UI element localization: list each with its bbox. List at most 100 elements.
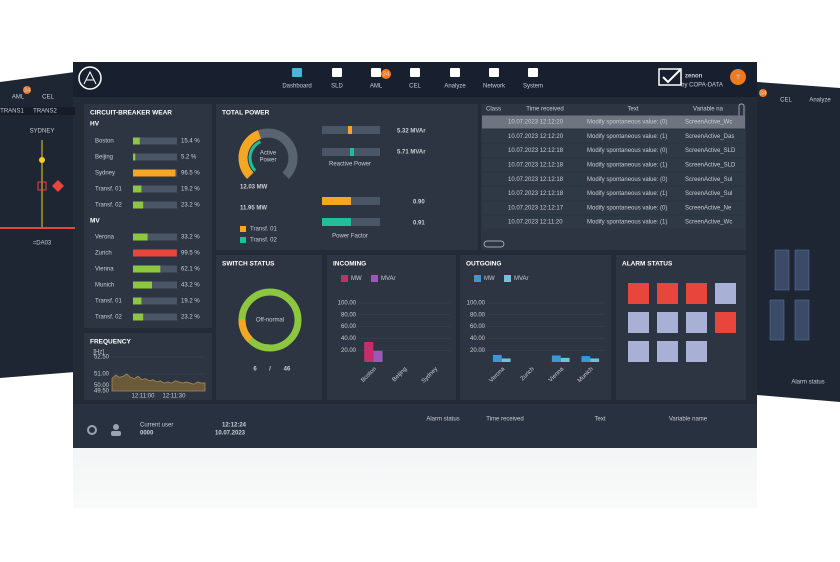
row[interactable]: [482, 144, 745, 158]
value-label: 19.2 %: [181, 299, 200, 305]
x-tick-label: 12:11:00: [132, 394, 156, 400]
legend-swatch: [240, 237, 246, 243]
cell: Modify spontaneous value: (1): [587, 134, 667, 140]
badge: [759, 89, 767, 97]
badge-text: 34: [760, 91, 767, 97]
legend-label: Transf. 02: [250, 238, 277, 244]
cell: 10.07.2023 12:12:18: [508, 148, 564, 154]
footer-bar: [73, 404, 757, 448]
gauge-fill: [238, 130, 262, 179]
tab: CEL: [42, 95, 54, 101]
bar-fill: [322, 197, 351, 205]
y-tick-label: 20.00: [470, 348, 486, 354]
alarm-cell: [657, 312, 678, 333]
cell: Modify spontaneous value: (0): [587, 120, 667, 126]
nav-icon[interactable]: [371, 68, 381, 77]
value-label: 23.2 %: [181, 203, 200, 209]
bar: [133, 169, 176, 177]
nav-icon[interactable]: [489, 68, 499, 77]
nav-icon[interactable]: [332, 68, 342, 77]
reactive-power: 5.32 MVAr: [397, 129, 426, 135]
legend-label: MW: [351, 276, 362, 282]
y-tick-label: 100.00: [338, 301, 357, 307]
cell: 10.07.2023 12:12:17: [508, 205, 564, 211]
bar: [590, 358, 600, 362]
device: [774, 249, 790, 291]
alarm-cell: [628, 312, 649, 333]
bar-track: [133, 281, 177, 289]
bar: [133, 185, 142, 193]
y-tick-label: 80.00: [341, 312, 357, 318]
left-screen: [0, 72, 75, 378]
nav-label[interactable]: Dashboard: [282, 84, 311, 90]
user-icon[interactable]: [111, 431, 121, 436]
value-label: 43.2 %: [181, 283, 200, 289]
cell: ScreenActive_Sul: [685, 177, 732, 183]
nav-label[interactable]: CEL: [409, 84, 421, 90]
bar: [133, 153, 136, 161]
row[interactable]: [482, 129, 745, 143]
cell: Modify spontaneous value: (1): [587, 191, 667, 197]
y-tick-label: 50.00: [94, 383, 110, 389]
nav-icon[interactable]: [528, 68, 538, 77]
nav-icon[interactable]: [410, 68, 420, 77]
gauge-fill: [248, 140, 262, 172]
alarm-cell: [686, 341, 707, 362]
bar: [133, 201, 144, 209]
cell: Modify spontaneous value: (1): [587, 162, 667, 168]
bar: [133, 249, 177, 257]
legend-label: MVAr: [514, 276, 529, 282]
nav-label[interactable]: Network: [483, 84, 506, 90]
footer-header: Text: [594, 417, 605, 423]
value-label: 62.1 %: [181, 267, 200, 273]
device: [794, 299, 810, 341]
selected-row[interactable]: [482, 115, 745, 129]
left-diagram: [0, 140, 75, 229]
footer-header: Time received: [486, 417, 523, 423]
brand-mark: [658, 68, 682, 86]
nav-label[interactable]: System: [523, 84, 543, 90]
alarm-grid: [628, 283, 736, 362]
nav-icon[interactable]: [292, 68, 302, 77]
row[interactable]: [482, 215, 745, 229]
user-icon[interactable]: [113, 424, 119, 430]
settings-icon[interactable]: [87, 425, 97, 435]
reflection-fade: [0, 448, 840, 562]
brand-sub: by COPA-DATA: [681, 83, 723, 89]
legend-swatch: [504, 275, 511, 282]
nav-label[interactable]: Analyze: [444, 84, 466, 90]
warning: [52, 180, 64, 192]
cell: ScreenActive_Ne: [685, 205, 732, 211]
panels: [84, 104, 746, 400]
y-tick-label: 49.50: [94, 389, 110, 395]
bar: [133, 233, 148, 241]
bar-track: [133, 233, 177, 241]
nav-label[interactable]: AML: [370, 84, 383, 90]
help-button[interactable]: [730, 69, 746, 85]
nav-label[interactable]: SLD: [331, 84, 343, 90]
group-label: MV: [90, 218, 100, 225]
y-tick-label: 40.00: [341, 336, 357, 342]
cell: ScreenActive_SLD: [685, 148, 736, 154]
nav-icon[interactable]: [450, 68, 460, 77]
active-power: 11.95 MW: [240, 206, 267, 212]
y-tick-label: 40.00: [470, 336, 486, 342]
total-count: 46: [284, 367, 291, 373]
row[interactable]: [482, 172, 745, 186]
cell: ScreenActive_Sul: [685, 191, 732, 197]
alarm-cell: [657, 341, 678, 362]
bar: [581, 356, 591, 362]
bar-track: [133, 185, 177, 193]
legend-swatch: [371, 275, 378, 282]
bar: [133, 297, 142, 305]
row[interactable]: [482, 201, 745, 215]
row[interactable]: [482, 158, 745, 172]
table-header: Time received: [526, 107, 563, 113]
donut-off-normal: [238, 288, 302, 352]
feeder: TRANS1: [0, 109, 24, 115]
cell: ScreenActive_Das: [685, 134, 734, 140]
help-text[interactable]: ?: [736, 75, 740, 81]
row[interactable]: [482, 187, 745, 200]
value-label: 23.2 %: [181, 315, 200, 321]
